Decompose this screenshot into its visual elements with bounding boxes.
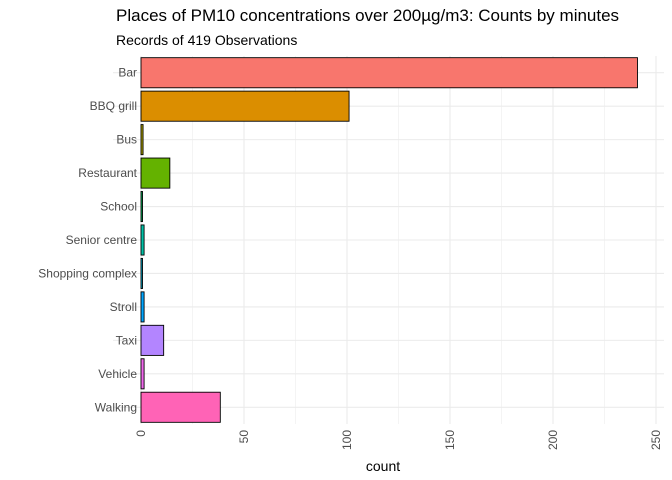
y-tick-label: Shopping complex	[38, 266, 137, 280]
y-tick-label: School	[100, 200, 137, 214]
x-tick-label: 50	[237, 430, 251, 444]
y-tick-label: Walking	[95, 400, 137, 414]
x-tick-label: 100	[340, 430, 354, 450]
y-axis-labels: Bar BBQ grill Bus Restaurant School Senior ce…	[38, 66, 137, 415]
y-tick-label: BBQ grill	[90, 99, 137, 113]
x-tick-label: 250	[649, 430, 663, 450]
y-tick-label: Bar	[118, 66, 137, 80]
x-tick-label: 150	[443, 430, 457, 450]
bar-bus	[140, 124, 144, 156]
chart-subtitle: Records of 419 Observations	[116, 32, 298, 48]
bar-bbq-grill	[140, 90, 350, 122]
bar-walking	[140, 391, 221, 423]
y-tick-label: Vehicle	[98, 367, 137, 381]
x-axis-title: count	[366, 458, 400, 474]
bar-school	[140, 191, 143, 223]
bar-senior-centre	[140, 224, 145, 256]
bars	[140, 57, 638, 423]
y-tick-label: Bus	[116, 133, 137, 147]
chart-title: Places of PM10 concentrations over 200µg…	[116, 6, 620, 25]
bar-stroll	[140, 291, 145, 323]
x-tick-label: 0	[134, 430, 148, 437]
bar-restaurant	[140, 157, 171, 189]
bar-vehicle	[140, 358, 145, 390]
y-tick-label: Senior centre	[66, 233, 138, 247]
bar-shopping-complex	[140, 257, 143, 289]
y-tick-label: Taxi	[116, 333, 137, 347]
y-tick-label: Restaurant	[78, 166, 137, 180]
x-axis-labels: 0 50 100 150 200 250	[134, 430, 663, 450]
bar-bar	[140, 57, 638, 89]
bar-taxi	[140, 324, 165, 356]
x-tick-label: 200	[546, 430, 560, 450]
y-tick-label: Stroll	[110, 300, 137, 314]
